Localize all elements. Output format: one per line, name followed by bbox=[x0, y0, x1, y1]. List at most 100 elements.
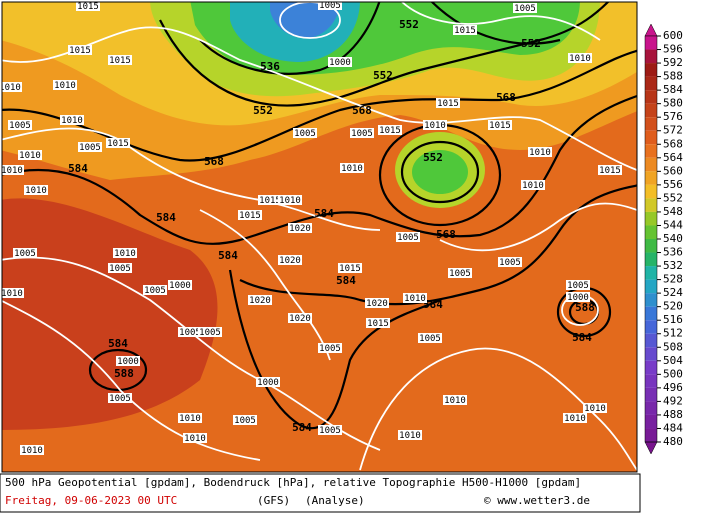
pressure-label: 1010 bbox=[529, 148, 551, 158]
geopotential-label: 552 bbox=[423, 151, 443, 164]
low-552 bbox=[412, 150, 468, 194]
colorbar-label: 572 bbox=[663, 124, 683, 137]
pressure-label: 1015 bbox=[109, 56, 131, 66]
footer-source: © www.wetter3.de bbox=[484, 494, 590, 507]
pressure-label-box bbox=[2, 82, 22, 92]
geopotential-label: 568 bbox=[436, 228, 456, 241]
footer-date: Freitag, 09-06-2023 00 UTC bbox=[5, 494, 177, 507]
pressure-label-box bbox=[488, 120, 512, 130]
pressure-labels: 1015 1015 1015 1010 1010 1005 1010 1005 1015 1010… bbox=[0, 1, 622, 456]
footer-box bbox=[0, 473, 641, 513]
pressure-label-box bbox=[143, 285, 167, 295]
pressure-label-box bbox=[178, 327, 202, 337]
colorbar-swatch bbox=[645, 306, 657, 321]
pressure-label: 1005 bbox=[14, 249, 36, 259]
colorbar-label: 480 bbox=[663, 435, 683, 448]
contour bbox=[199, 2, 381, 75]
geopotential-labels: 552 552 536 552 552 568 568 568 552 584 584 584 568 5… bbox=[68, 18, 595, 434]
pressure-label-box bbox=[106, 138, 130, 148]
pressure-label-box bbox=[448, 268, 472, 278]
pressure-label-box bbox=[278, 255, 302, 265]
colorbar-label: 532 bbox=[663, 259, 683, 272]
colorbar-label: 492 bbox=[663, 394, 683, 407]
pressure-label-box bbox=[418, 333, 442, 343]
colorbar-swatch bbox=[645, 374, 657, 388]
geopotential-label: 584 bbox=[314, 207, 334, 220]
pressure-label-box bbox=[278, 195, 302, 205]
pressure-label-box bbox=[256, 377, 280, 387]
colorbar-swatch bbox=[645, 414, 657, 429]
pressure-label-box bbox=[24, 185, 48, 195]
pressure-label: 1005 bbox=[449, 269, 471, 279]
geopotential-label: 568 bbox=[496, 91, 516, 104]
pressure-label: 1015 bbox=[259, 196, 281, 206]
pressure-label: 1005 bbox=[109, 264, 131, 274]
pressure-label-box bbox=[13, 248, 37, 258]
contour bbox=[400, 140, 480, 204]
pressure-label: 1005 bbox=[319, 1, 341, 11]
pressure-label-box bbox=[498, 257, 522, 267]
pressure-label-box bbox=[293, 128, 317, 138]
pressure-label: 1005 bbox=[9, 121, 31, 131]
pressure-label-box bbox=[178, 413, 202, 423]
pressure-label: 1005 bbox=[294, 129, 316, 139]
pressure-label: 1015 bbox=[489, 121, 511, 131]
colorbar-swatch bbox=[645, 90, 657, 104]
geopotential-label: 584 bbox=[336, 274, 356, 287]
colorbar-swatch bbox=[645, 252, 657, 267]
pressure-label: 1015 bbox=[107, 139, 129, 149]
colorbar-swatch bbox=[645, 117, 657, 131]
pressure-label-box bbox=[328, 57, 352, 67]
pressure-label: 1005 bbox=[319, 344, 341, 354]
pressure-label-box bbox=[116, 356, 140, 366]
pressure-label: 1010 bbox=[61, 116, 83, 126]
pressure-label-box bbox=[76, 2, 100, 11]
colorbar-swatch bbox=[645, 198, 657, 212]
colorbar-arrow-top bbox=[644, 23, 658, 37]
colorbar-label: 488 bbox=[663, 408, 683, 421]
colorbar-swatch bbox=[645, 266, 657, 280]
pressure-label: 1010 bbox=[341, 164, 363, 174]
pressure-label: 1005 bbox=[514, 4, 536, 14]
pressure-label: 1015 bbox=[69, 46, 91, 56]
colorbar-label: 592 bbox=[663, 56, 683, 69]
pressure-label-box bbox=[566, 292, 590, 302]
pressure-label: 1010 bbox=[404, 294, 426, 304]
pressure-label: 1010 bbox=[1, 289, 23, 299]
pressure-label-box bbox=[563, 413, 587, 423]
contour bbox=[430, 2, 561, 45]
pressure-label-box bbox=[366, 318, 390, 328]
footer-model: (GFS) bbox=[257, 494, 290, 507]
colorbar-swatch bbox=[645, 293, 657, 307]
colorbar-label: 548 bbox=[663, 205, 683, 218]
pressure-label: 1010 bbox=[0, 83, 21, 93]
pressure-label-box bbox=[378, 125, 402, 135]
pressure-label: 1005 bbox=[319, 426, 341, 436]
colorbar: 6005965925885845805765725685645605565525… bbox=[644, 23, 683, 455]
geopotential-contours bbox=[2, 2, 637, 430]
pressure-label: 1015 bbox=[454, 26, 476, 36]
pressure-label-box bbox=[18, 150, 42, 160]
pressure-label-box bbox=[2, 288, 24, 298]
pressure-label-box bbox=[288, 313, 312, 323]
pressure-label-box bbox=[350, 128, 374, 138]
pressure-label: 1020 bbox=[366, 299, 388, 309]
geopotential-label: 584 bbox=[108, 337, 128, 350]
pressure-label-box bbox=[288, 223, 312, 233]
pressure-label-box bbox=[318, 425, 342, 435]
isobar bbox=[2, 26, 637, 171]
pressure-label: 1010 bbox=[424, 121, 446, 131]
geopotential-label: 552 bbox=[521, 37, 541, 50]
pressure-label: 1015 bbox=[379, 126, 401, 136]
pressure-label-box bbox=[20, 445, 44, 455]
colorbar-swatch bbox=[645, 130, 657, 145]
pressure-label-box bbox=[248, 295, 272, 305]
pressure-label-box bbox=[258, 195, 282, 205]
pressure-label-box bbox=[68, 45, 92, 55]
colorbar-label: 580 bbox=[663, 97, 683, 110]
colorbar-swatch bbox=[645, 333, 657, 348]
pressure-label: 1015 bbox=[77, 2, 99, 12]
colorbar-swatch bbox=[645, 184, 657, 199]
isobar bbox=[279, 2, 341, 39]
pressure-label: 1005 bbox=[179, 328, 201, 338]
